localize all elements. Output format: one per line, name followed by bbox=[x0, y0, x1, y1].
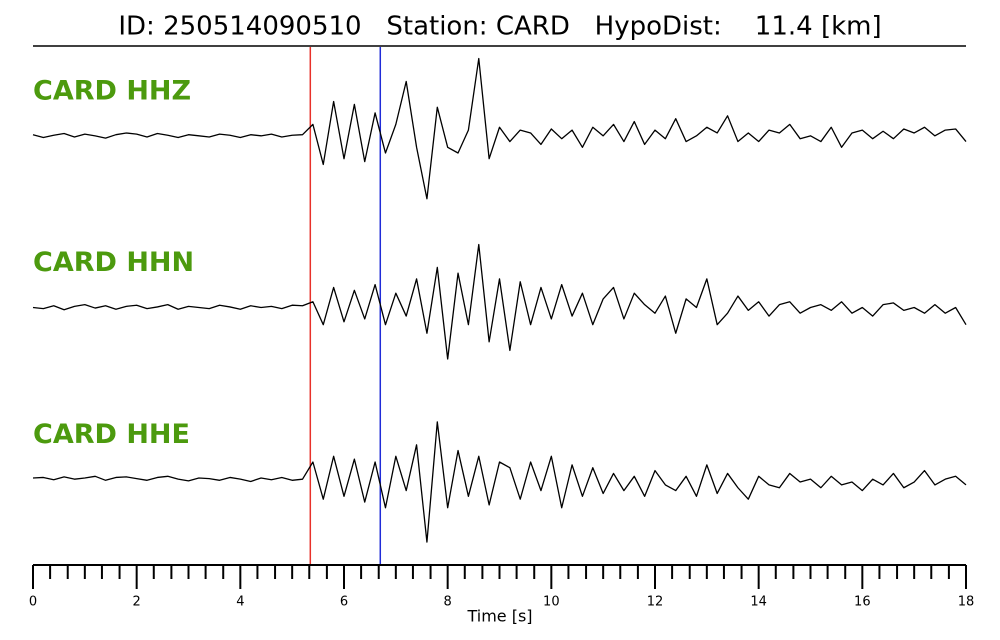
x-tick-label: 18 bbox=[958, 595, 975, 610]
x-tick-label: 12 bbox=[647, 595, 664, 610]
waveform bbox=[32, 57, 967, 200]
trace-label: CARD HHZ bbox=[33, 76, 191, 107]
waveform bbox=[32, 243, 967, 360]
x-tick-label: 6 bbox=[340, 595, 348, 610]
waveform bbox=[32, 421, 967, 543]
x-axis-label: Time [s] bbox=[466, 607, 532, 626]
x-tick-label: 10 bbox=[543, 595, 560, 610]
trace-label: CARD HHE bbox=[33, 419, 190, 450]
x-tick-label: 8 bbox=[444, 595, 452, 610]
x-tick-label: 2 bbox=[133, 595, 141, 610]
x-tick-label: 4 bbox=[236, 595, 244, 610]
x-tick-label: 14 bbox=[750, 595, 767, 610]
x-tick-label: 16 bbox=[854, 595, 871, 610]
x-tick-label: 0 bbox=[29, 595, 37, 610]
chart-title: ID: 250514090510 Station: CARD HypoDist:… bbox=[118, 12, 881, 42]
trace-label: CARD HHN bbox=[33, 247, 194, 278]
